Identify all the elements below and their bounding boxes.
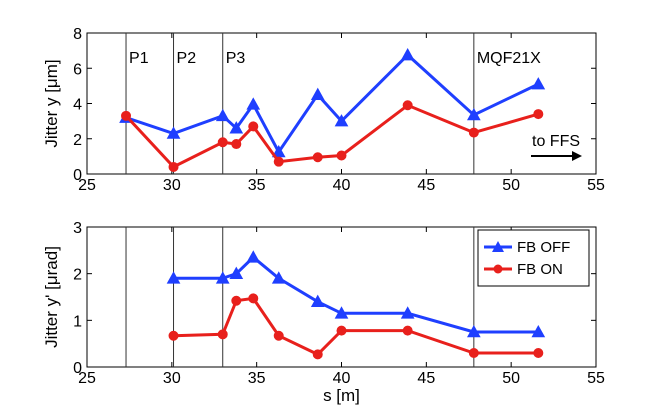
series-line-fb-off bbox=[173, 255, 539, 334]
y-tick-label: 0 bbox=[73, 167, 82, 184]
data-point bbox=[402, 100, 413, 111]
x-tick-label: 25 bbox=[78, 370, 96, 387]
data-point bbox=[273, 330, 284, 341]
data-point bbox=[168, 330, 179, 341]
data-point bbox=[229, 266, 244, 279]
data-point bbox=[168, 161, 179, 172]
x-tick-label: 30 bbox=[163, 370, 181, 387]
data-point bbox=[215, 271, 230, 284]
data-point bbox=[271, 271, 286, 284]
data-point bbox=[231, 139, 242, 150]
y-tick-label: 6 bbox=[73, 61, 82, 78]
data-point bbox=[215, 108, 230, 122]
y-tick-label: 8 bbox=[73, 26, 82, 43]
data-point bbox=[334, 114, 349, 127]
data-point bbox=[312, 152, 323, 163]
top-panel-jitter-y: 25 30 35 40 45 50 55 0 2 4 6 8 Jitter y [μm] P1 P2 P3 MQ… bbox=[42, 26, 605, 194]
data-point bbox=[310, 294, 325, 307]
data-point bbox=[246, 97, 261, 110]
series-line-fb-on bbox=[173, 296, 539, 357]
data-point bbox=[121, 110, 132, 121]
data-point bbox=[217, 329, 228, 340]
y-tick-label: 2 bbox=[73, 132, 82, 149]
data-point bbox=[468, 127, 479, 138]
x-tick-label: 55 bbox=[587, 177, 605, 194]
y-tick-label: 0 bbox=[73, 360, 82, 377]
data-point bbox=[531, 77, 546, 90]
marker-label: P1 bbox=[129, 50, 149, 67]
x-tick-label: 40 bbox=[333, 370, 351, 387]
data-point bbox=[533, 109, 544, 120]
data-point bbox=[334, 306, 349, 319]
data-point bbox=[400, 48, 415, 61]
x-tick-label: 55 bbox=[587, 370, 605, 387]
data-point bbox=[248, 121, 259, 132]
legend-box bbox=[477, 229, 590, 287]
data-point bbox=[312, 349, 323, 360]
data-point bbox=[466, 324, 481, 338]
data-point bbox=[273, 156, 284, 167]
data-point bbox=[533, 348, 544, 358]
marker-label: MQF21X bbox=[477, 50, 541, 67]
x-axis-label: s [m] bbox=[323, 386, 360, 405]
data-point bbox=[231, 295, 242, 306]
data-point bbox=[400, 306, 415, 319]
annotation-arrow-head bbox=[572, 151, 582, 161]
y-axis-label: Jitter y' [μrad] bbox=[42, 246, 61, 348]
x-tick-label: 45 bbox=[417, 370, 435, 387]
y-axis-label: Jitter y [μm] bbox=[42, 59, 61, 147]
data-point bbox=[248, 293, 259, 304]
data-point bbox=[217, 137, 228, 148]
data-point bbox=[336, 150, 347, 161]
legend-entry-label: FB ON bbox=[517, 261, 563, 278]
x-tick-label: 30 bbox=[163, 177, 181, 194]
data-point bbox=[166, 126, 181, 139]
x-tick-label: 35 bbox=[248, 370, 266, 387]
x-tick-label: 50 bbox=[502, 370, 520, 387]
legend-swatch-marker bbox=[492, 241, 504, 252]
data-point bbox=[229, 121, 244, 134]
bottom-panel-jitter-yprime: 25 30 35 40 45 50 55 0 1 2 3 Jitter y' [μrad] s [m] F… bbox=[42, 220, 605, 405]
x-tick-label: 50 bbox=[502, 177, 520, 194]
x-tick-label: 45 bbox=[417, 177, 435, 194]
x-tick-label: 25 bbox=[78, 177, 96, 194]
legend-entry-label: FB OFF bbox=[517, 239, 570, 256]
y-tick-label: 4 bbox=[73, 97, 82, 114]
marker-label: P2 bbox=[177, 50, 197, 67]
y-tick-label: 1 bbox=[73, 313, 82, 330]
data-point bbox=[531, 324, 546, 338]
x-tick-label: 35 bbox=[248, 177, 266, 194]
data-point bbox=[466, 107, 481, 121]
y-tick-label: 3 bbox=[73, 220, 82, 237]
y-tick-label: 2 bbox=[73, 267, 82, 284]
data-point bbox=[246, 250, 261, 263]
data-point bbox=[402, 325, 413, 336]
data-point bbox=[310, 87, 325, 100]
data-point bbox=[336, 325, 347, 336]
data-point bbox=[166, 271, 181, 284]
data-point bbox=[468, 348, 479, 358]
legend-swatch-marker bbox=[493, 264, 503, 274]
marker-label: P3 bbox=[226, 50, 246, 67]
annotation-label: to FFS bbox=[532, 133, 580, 150]
x-tick-label: 40 bbox=[333, 177, 351, 194]
